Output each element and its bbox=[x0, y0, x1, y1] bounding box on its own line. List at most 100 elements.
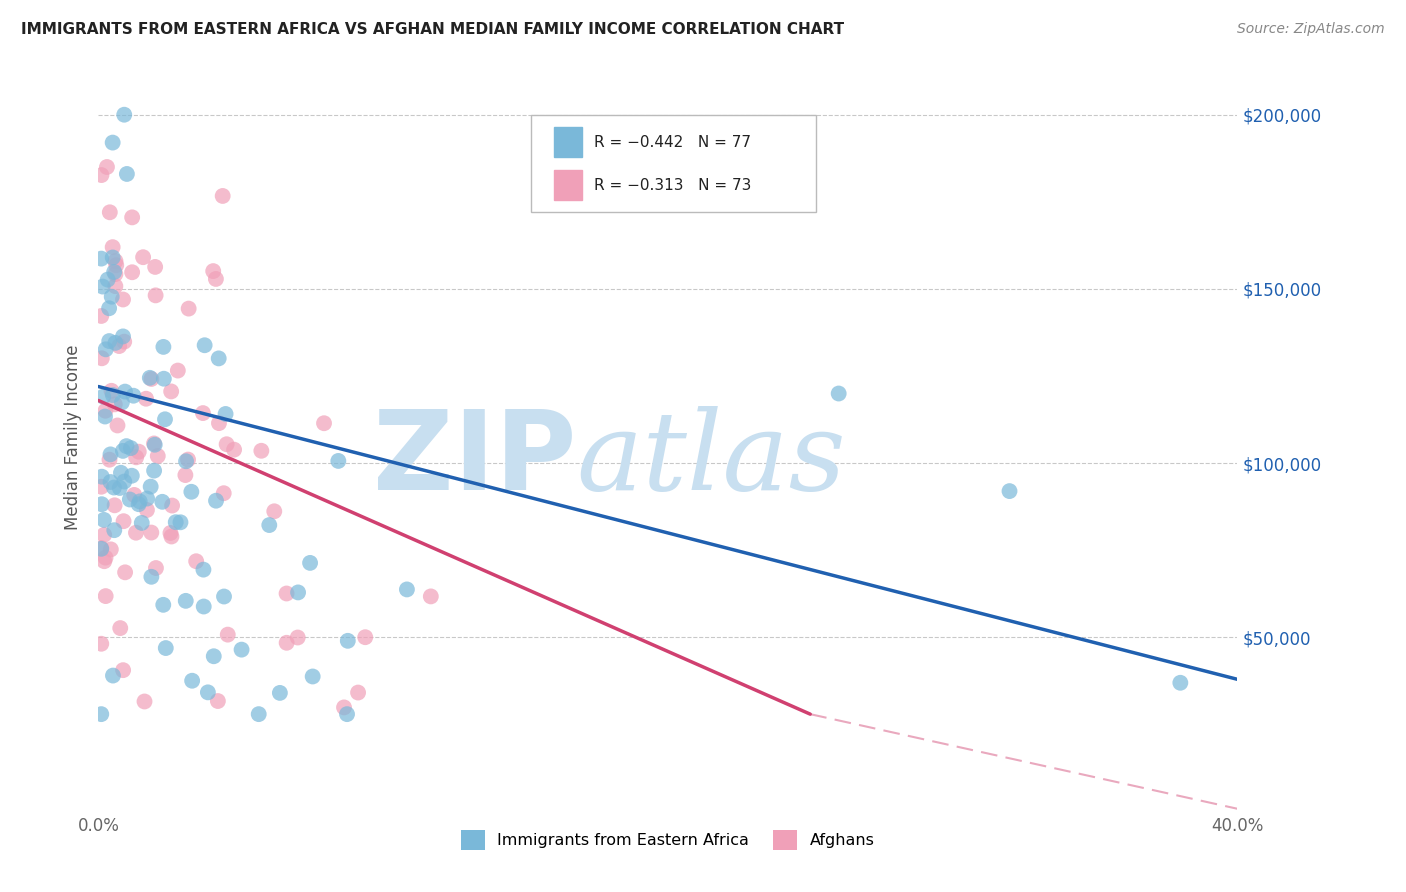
Point bbox=[111, 395, 134, 409]
Point bbox=[159, 525, 181, 540]
Point bbox=[110, 621, 132, 635]
Point bbox=[276, 586, 298, 600]
Point bbox=[103, 265, 125, 279]
Point bbox=[111, 329, 134, 343]
Point bbox=[128, 497, 150, 511]
Point bbox=[205, 493, 228, 508]
Point bbox=[250, 443, 273, 458]
Legend: Immigrants from Eastern Africa, Afghans: Immigrants from Eastern Africa, Afghans bbox=[454, 824, 882, 856]
Point bbox=[100, 447, 122, 461]
Point bbox=[205, 272, 228, 286]
Point bbox=[139, 480, 162, 494]
Point bbox=[101, 388, 124, 402]
Point bbox=[91, 390, 114, 404]
Point bbox=[121, 468, 143, 483]
Text: R = −0.313   N = 73: R = −0.313 N = 73 bbox=[593, 178, 751, 193]
Point bbox=[828, 386, 851, 401]
Point bbox=[146, 449, 169, 463]
Point bbox=[160, 499, 183, 513]
Point bbox=[104, 267, 127, 281]
Point bbox=[101, 136, 124, 150]
Point bbox=[103, 481, 125, 495]
Point bbox=[143, 438, 166, 452]
Point bbox=[121, 211, 143, 225]
Bar bbox=[554, 170, 582, 200]
Point bbox=[114, 384, 136, 399]
Point bbox=[125, 525, 148, 540]
Point bbox=[108, 481, 131, 495]
Point bbox=[276, 636, 298, 650]
Point bbox=[90, 707, 112, 722]
Point bbox=[98, 334, 121, 348]
Point bbox=[181, 673, 204, 688]
Point bbox=[93, 554, 115, 568]
Point bbox=[98, 452, 121, 467]
Point bbox=[395, 582, 418, 597]
Point bbox=[143, 260, 166, 274]
Point bbox=[114, 566, 136, 580]
Text: ZIP: ZIP bbox=[374, 406, 576, 513]
Point bbox=[101, 251, 124, 265]
Point bbox=[186, 554, 208, 568]
Y-axis label: Median Family Income: Median Family Income bbox=[65, 344, 83, 530]
Point bbox=[90, 497, 112, 511]
Point bbox=[174, 454, 197, 468]
Point bbox=[180, 484, 202, 499]
Point bbox=[174, 594, 197, 608]
Point bbox=[135, 392, 157, 406]
Point bbox=[347, 685, 370, 699]
Point bbox=[998, 484, 1021, 499]
Point bbox=[101, 668, 124, 682]
Point bbox=[301, 669, 323, 683]
Point bbox=[328, 454, 350, 468]
Point bbox=[125, 450, 148, 465]
Point bbox=[122, 488, 145, 502]
Point bbox=[139, 371, 162, 385]
Point bbox=[112, 108, 135, 122]
Point bbox=[197, 685, 219, 699]
Point bbox=[141, 525, 163, 540]
Point bbox=[94, 403, 117, 417]
Point bbox=[104, 498, 127, 512]
Point bbox=[336, 707, 359, 722]
Point bbox=[100, 475, 122, 489]
Point bbox=[150, 495, 173, 509]
Point bbox=[336, 633, 359, 648]
Point bbox=[112, 334, 135, 349]
Point bbox=[132, 250, 155, 264]
Point bbox=[215, 437, 238, 451]
Point bbox=[191, 406, 214, 420]
Point bbox=[333, 700, 356, 714]
Point bbox=[105, 258, 128, 272]
Text: Source: ZipAtlas.com: Source: ZipAtlas.com bbox=[1237, 22, 1385, 37]
Point bbox=[166, 363, 188, 377]
Point bbox=[104, 397, 127, 411]
Point bbox=[90, 168, 112, 182]
Point bbox=[100, 384, 122, 398]
Point bbox=[202, 649, 225, 664]
Point bbox=[115, 167, 138, 181]
Point bbox=[121, 265, 143, 279]
Point bbox=[208, 416, 231, 430]
Point bbox=[222, 442, 245, 457]
Point bbox=[287, 631, 309, 645]
Point bbox=[269, 686, 291, 700]
Point bbox=[115, 439, 138, 453]
Point bbox=[118, 492, 141, 507]
Point bbox=[111, 443, 134, 458]
Point bbox=[193, 563, 215, 577]
Point bbox=[214, 407, 236, 421]
Point bbox=[193, 599, 215, 614]
Point bbox=[174, 468, 197, 483]
Point bbox=[104, 254, 127, 268]
Point bbox=[108, 339, 131, 353]
Point bbox=[208, 351, 231, 366]
Point bbox=[122, 389, 145, 403]
Point bbox=[169, 516, 191, 530]
Point bbox=[128, 494, 150, 508]
Point bbox=[207, 694, 229, 708]
Point bbox=[165, 515, 187, 529]
Point bbox=[98, 301, 121, 316]
Point bbox=[152, 340, 174, 354]
Point bbox=[312, 416, 335, 430]
